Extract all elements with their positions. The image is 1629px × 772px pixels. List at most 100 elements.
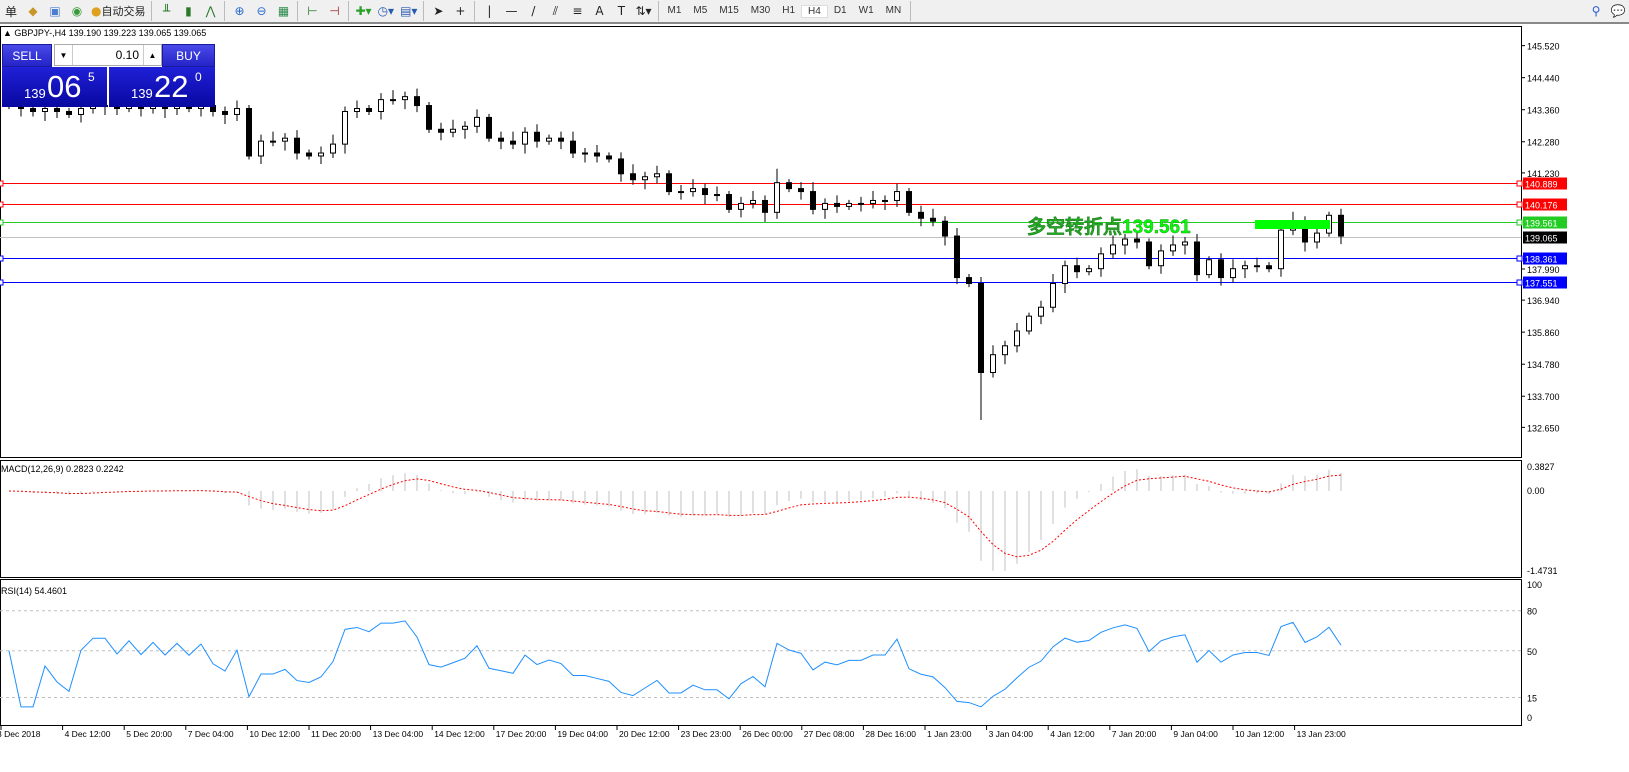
level-price-label-bg [1523,252,1567,265]
timeframe-m15[interactable]: M15 [719,4,739,16]
timeframe-h1[interactable]: H1 [782,4,796,16]
auto-trading-button[interactable]: ● 自动交易 [88,0,148,22]
annotation-text[interactable]: 多空转折点139.561 [1027,215,1192,238]
level-price-label-bg [1523,231,1567,244]
level-handle[interactable] [1516,279,1523,286]
level-handle[interactable] [0,255,4,262]
vertical-line-icon[interactable]: | [487,4,492,18]
time-tick-label: 5 Dec 20:00 [126,729,172,739]
lot-size-input[interactable]: 0.10 [115,48,139,62]
one-click-trading-panel: SELL ▼ 0.10 ▲ BUY 139 06 5 139 22 0 [2,44,215,108]
tile-windows-icon[interactable]: ▦ [277,4,290,18]
divider [474,1,476,21]
time-tick-label: 19 Dec 04:00 [557,729,608,739]
time-tick-label: 10 Dec 12:00 [249,729,300,739]
lot-size-stepper[interactable]: ▼ 0.10 ▲ [54,44,162,66]
candle-body [1134,238,1140,243]
time-tick-label: 3 Jan 04:00 [989,729,1034,739]
text-label-icon[interactable]: T [617,4,626,18]
chart-shift-icon[interactable]: ⊣ [329,4,340,18]
candle-body [510,140,516,145]
level-handle[interactable] [0,201,4,208]
candle-body [1218,259,1224,279]
candle-body [318,152,324,157]
chart-area[interactable]: 140.889 140.176 139.561 139.065 138.361 137.5… [0,26,1629,772]
candle-body [42,108,48,112]
level-handle[interactable] [1516,219,1523,226]
line-chart-icon[interactable]: ⋀ [205,4,216,18]
annotation-rectangle[interactable] [1255,220,1330,229]
auto-scroll-icon[interactable]: ⊢ [307,4,318,18]
candle-body [750,199,756,204]
sell-button[interactable]: SELL [2,44,52,67]
zoom-in-icon[interactable]: ⊕ [234,4,245,18]
macd-tick-label: 0.3827 [1527,462,1555,472]
buy-price-sup: 0 [195,70,202,84]
horizontal-line-icon[interactable]: — [505,4,518,18]
level-handle[interactable] [1516,180,1523,187]
timeframe-mn[interactable]: MN [885,4,902,16]
navigator-icon[interactable]: ▣ [49,4,61,18]
candle-body [618,158,624,175]
signal-icon[interactable]: ◉ [71,4,83,18]
text-icon[interactable]: A [595,4,604,18]
price-tick-label: 134.780 [1527,360,1560,370]
equidistant-channel-icon[interactable]: ⫽ [552,3,559,18]
auto-trading-label: 自动交易 [101,5,146,18]
bar-chart-icon[interactable]: ╨ [162,4,171,18]
search-icon[interactable]: ⚲ [1591,4,1601,18]
symbol-ohlc: GBPJPY-,H4 139.190 139.223 139.065 139.0… [14,28,207,38]
market-watch-icon[interactable]: ◆ [28,4,38,18]
sell-price-main: 06 [47,69,82,104]
buy-button[interactable]: BUY [162,44,215,67]
candle-body [1158,250,1164,267]
sell-price[interactable]: 139 06 5 [2,67,107,107]
candle-body [426,105,432,130]
candle-body [714,194,720,197]
indicators-icon[interactable]: ✚▾ [355,4,372,18]
candle-body [1338,214,1344,237]
candle-body [414,96,420,107]
candle-body [66,110,72,115]
level-handle[interactable] [0,219,4,226]
periods-icon[interactable]: ◷▾ [377,4,395,18]
increase-lot-button[interactable]: ▲ [143,45,161,65]
candle-body [1314,232,1320,243]
time-tick-label: 14 Dec 12:00 [434,729,485,739]
trendline-icon[interactable]: / [531,4,536,18]
candle-body [630,173,636,181]
candle-body [870,199,876,204]
arrows-icon[interactable]: ⇅▾ [635,4,652,18]
timeframe-w1[interactable]: W1 [858,4,874,16]
candle-body [522,131,528,145]
level-handle[interactable] [0,279,4,286]
candle-body [822,202,828,210]
timeframe-m30[interactable]: M30 [750,4,771,16]
macd-tick-label: -1.4731 [1527,566,1558,576]
candle-body [678,191,684,194]
level-handle[interactable] [1516,255,1523,262]
zoom-out-icon[interactable]: ⊖ [256,4,267,18]
timeframe-m5[interactable]: M5 [693,4,708,16]
level-handle[interactable] [0,180,4,187]
chat-icon[interactable]: 💬 [1610,4,1626,18]
fibonacci-icon[interactable]: ≡ [572,4,583,18]
templates-icon[interactable]: ▤▾ [400,4,418,18]
rsi-frame [0,579,1522,726]
time-tick-label: 13 Jan 23:00 [1297,729,1346,739]
timeframe-d1[interactable]: D1 [833,4,847,16]
time-tick-label: 17 Dec 20:00 [496,729,547,739]
timeframe-m1[interactable]: M1 [667,4,682,16]
level-handle[interactable] [1516,201,1523,208]
menu-tail[interactable]: 单 [4,4,17,19]
candlestick-icon[interactable]: ▮ [185,4,192,18]
cursor-icon[interactable]: ➤ [433,4,444,18]
level-price-label: 140.889 [1525,180,1558,190]
candle-body [558,137,564,142]
buy-price[interactable]: 139 22 0 [109,67,215,107]
candle-body [690,188,696,193]
decrease-lot-button[interactable]: ▼ [55,45,73,65]
candle-body [570,140,576,154]
crosshair-icon[interactable]: + [455,4,466,18]
timeframe-h4[interactable]: H4 [801,4,828,18]
